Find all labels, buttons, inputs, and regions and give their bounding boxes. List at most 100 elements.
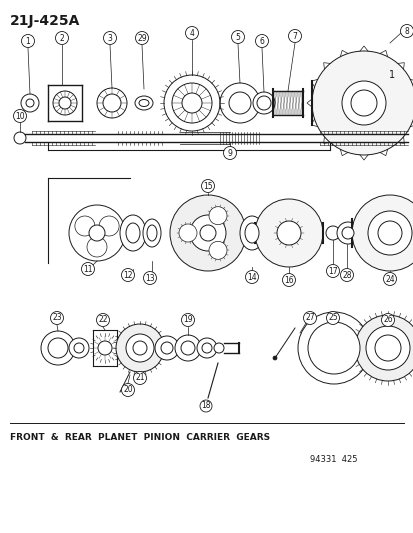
Text: 18: 18 — [201, 401, 210, 410]
Text: 2: 2 — [59, 34, 64, 43]
Text: 8: 8 — [404, 27, 408, 36]
Circle shape — [288, 29, 301, 43]
Circle shape — [255, 35, 268, 47]
Text: 6: 6 — [259, 36, 264, 45]
Text: 19: 19 — [183, 316, 192, 325]
Text: 27: 27 — [304, 313, 314, 322]
Ellipse shape — [139, 100, 149, 107]
Circle shape — [180, 341, 195, 355]
Text: 14: 14 — [247, 272, 256, 281]
Circle shape — [175, 335, 201, 361]
Circle shape — [201, 180, 214, 192]
Text: 11: 11 — [83, 264, 93, 273]
Circle shape — [252, 92, 274, 114]
Circle shape — [69, 205, 125, 261]
Circle shape — [143, 271, 156, 285]
Text: 13: 13 — [145, 273, 154, 282]
Text: 24: 24 — [384, 274, 394, 284]
Text: 17: 17 — [328, 266, 337, 276]
Ellipse shape — [147, 225, 157, 241]
Ellipse shape — [240, 216, 263, 250]
Circle shape — [199, 400, 211, 412]
Circle shape — [199, 225, 216, 241]
Circle shape — [307, 322, 359, 374]
Circle shape — [81, 262, 94, 276]
Circle shape — [55, 31, 68, 44]
Text: 21J-425A: 21J-425A — [10, 14, 80, 28]
Ellipse shape — [142, 219, 161, 247]
Circle shape — [133, 372, 146, 384]
Circle shape — [209, 241, 226, 260]
Circle shape — [14, 132, 26, 144]
Circle shape — [326, 311, 339, 325]
Circle shape — [170, 195, 245, 271]
Circle shape — [303, 311, 316, 325]
Circle shape — [339, 269, 353, 281]
Circle shape — [214, 343, 223, 353]
Text: 22: 22 — [98, 316, 107, 325]
Circle shape — [336, 222, 358, 244]
Circle shape — [399, 25, 413, 37]
Circle shape — [297, 312, 369, 384]
Circle shape — [89, 225, 105, 241]
Circle shape — [374, 335, 400, 361]
Circle shape — [245, 271, 258, 284]
Circle shape — [202, 343, 211, 353]
Text: 1: 1 — [26, 36, 30, 45]
Circle shape — [351, 195, 413, 271]
Circle shape — [87, 237, 107, 257]
Circle shape — [133, 341, 147, 355]
Circle shape — [50, 311, 63, 325]
Circle shape — [341, 81, 385, 125]
Text: 23: 23 — [52, 313, 62, 322]
Circle shape — [48, 338, 68, 358]
Circle shape — [341, 227, 353, 239]
Circle shape — [14, 109, 26, 123]
Text: 12: 12 — [123, 271, 133, 279]
Circle shape — [161, 342, 173, 354]
Text: 94331  425: 94331 425 — [309, 455, 357, 464]
Circle shape — [223, 147, 236, 159]
Text: 1: 1 — [388, 70, 394, 80]
Circle shape — [121, 269, 134, 281]
Text: 16: 16 — [283, 276, 293, 285]
Text: 20: 20 — [123, 385, 133, 394]
Circle shape — [74, 343, 84, 353]
Circle shape — [41, 331, 75, 365]
Circle shape — [21, 35, 34, 47]
Text: 5: 5 — [235, 33, 240, 42]
Circle shape — [126, 334, 154, 362]
Text: 4: 4 — [189, 28, 194, 37]
Circle shape — [231, 30, 244, 44]
Circle shape — [272, 356, 276, 360]
Circle shape — [282, 273, 295, 287]
Text: 26: 26 — [382, 316, 392, 325]
Text: 28: 28 — [342, 271, 351, 279]
Text: 10: 10 — [15, 111, 25, 120]
Text: FRONT  &  REAR  PLANET  PINION  CARRIER  GEARS: FRONT & REAR PLANET PINION CARRIER GEARS — [10, 433, 269, 442]
Ellipse shape — [135, 96, 153, 110]
Circle shape — [254, 199, 322, 267]
Circle shape — [382, 272, 396, 286]
Circle shape — [197, 338, 216, 358]
Circle shape — [276, 221, 300, 245]
Circle shape — [311, 51, 413, 155]
Ellipse shape — [244, 223, 259, 243]
Text: 3: 3 — [107, 34, 112, 43]
Circle shape — [103, 31, 116, 44]
Circle shape — [96, 313, 109, 327]
Circle shape — [99, 216, 119, 236]
Circle shape — [181, 313, 194, 327]
Text: 9: 9 — [227, 149, 232, 157]
Circle shape — [350, 90, 376, 116]
Circle shape — [209, 207, 226, 225]
Circle shape — [185, 27, 198, 39]
Circle shape — [75, 216, 95, 236]
Circle shape — [178, 224, 197, 242]
Text: 29: 29 — [137, 34, 147, 43]
Text: 15: 15 — [203, 182, 212, 190]
Circle shape — [21, 94, 39, 112]
Circle shape — [190, 215, 225, 251]
Text: 7: 7 — [292, 31, 297, 41]
Circle shape — [326, 264, 339, 278]
